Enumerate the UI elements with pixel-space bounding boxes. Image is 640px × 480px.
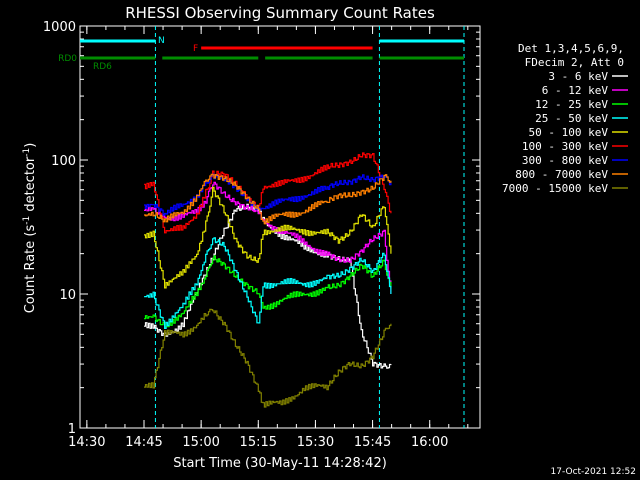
y-tick-label-1: 1 <box>68 422 76 437</box>
y-axis-ticks: 1 10 100 1000 <box>43 20 480 437</box>
legend-entry-6: 300 - 800 keV <box>522 154 608 167</box>
timestamp: 17-Oct-2021 12:52 <box>551 467 636 477</box>
series-line-8 <box>144 308 392 408</box>
legend-header-1: FDecim 2, Att 0 <box>525 56 624 69</box>
y-tick-label-1000: 1000 <box>43 20 76 35</box>
x-tick-label-1545: 15:45 <box>354 435 391 450</box>
x-axis-label: Start Time (30-May-11 14:28:42) <box>173 456 387 471</box>
series-line-3 <box>144 237 392 329</box>
legend-entry-1: 6 - 12 keV <box>542 84 609 97</box>
x-tick-label-1515: 15:15 <box>240 435 277 450</box>
series-line-7 <box>144 173 392 225</box>
legend-entry-7: 800 - 7000 keV <box>515 168 608 181</box>
flag-label-n: N <box>158 36 165 46</box>
series-line-4 <box>144 186 392 289</box>
x-tick-label-1600: 16:00 <box>411 435 448 450</box>
flag-label-rd0: RD0 <box>58 54 77 64</box>
series-line-2 <box>144 255 392 328</box>
legend-entry-5: 100 - 300 keV <box>522 140 608 153</box>
x-tick-label-1430: 14:30 <box>68 435 105 450</box>
legend: Det 1,3,4,5,6,9,FDecim 2, Att 03 - 6 keV… <box>502 42 628 195</box>
legend-entry-8: 7000 - 15000 keV <box>502 182 608 195</box>
series-line-1 <box>144 181 392 294</box>
y-tick-label-100: 100 <box>51 154 76 169</box>
x-tick-label-1445: 14:45 <box>125 435 162 450</box>
legend-header-0: Det 1,3,4,5,6,9, <box>518 42 624 55</box>
y-axis-label: Count Rate (s-1 detector-1) <box>22 143 38 314</box>
series-line-6 <box>144 173 392 216</box>
flag-label-f: F <box>193 44 198 54</box>
flag-label-rd6: RD6 <box>93 62 112 72</box>
x-tick-label-1530: 15:30 <box>297 435 334 450</box>
y-tick-label-10: 10 <box>59 288 76 303</box>
x-axis-ticks: 14:30 14:45 15:00 15:15 15:30 15:45 16:00 <box>68 26 469 450</box>
legend-entry-4: 50 - 100 keV <box>529 126 609 139</box>
chart-title: RHESSI Observing Summary Count Rates <box>125 4 435 22</box>
plot-frame <box>79 25 481 429</box>
series-line-5 <box>144 152 392 234</box>
legend-entry-2: 12 - 25 keV <box>535 98 608 111</box>
legend-entry-0: 3 - 6 keV <box>548 70 608 83</box>
legend-entry-3: 25 - 50 keV <box>535 112 608 125</box>
plot-area: N F RD0 RD6 <box>58 25 481 429</box>
x-tick-label-1500: 15:00 <box>182 435 219 450</box>
